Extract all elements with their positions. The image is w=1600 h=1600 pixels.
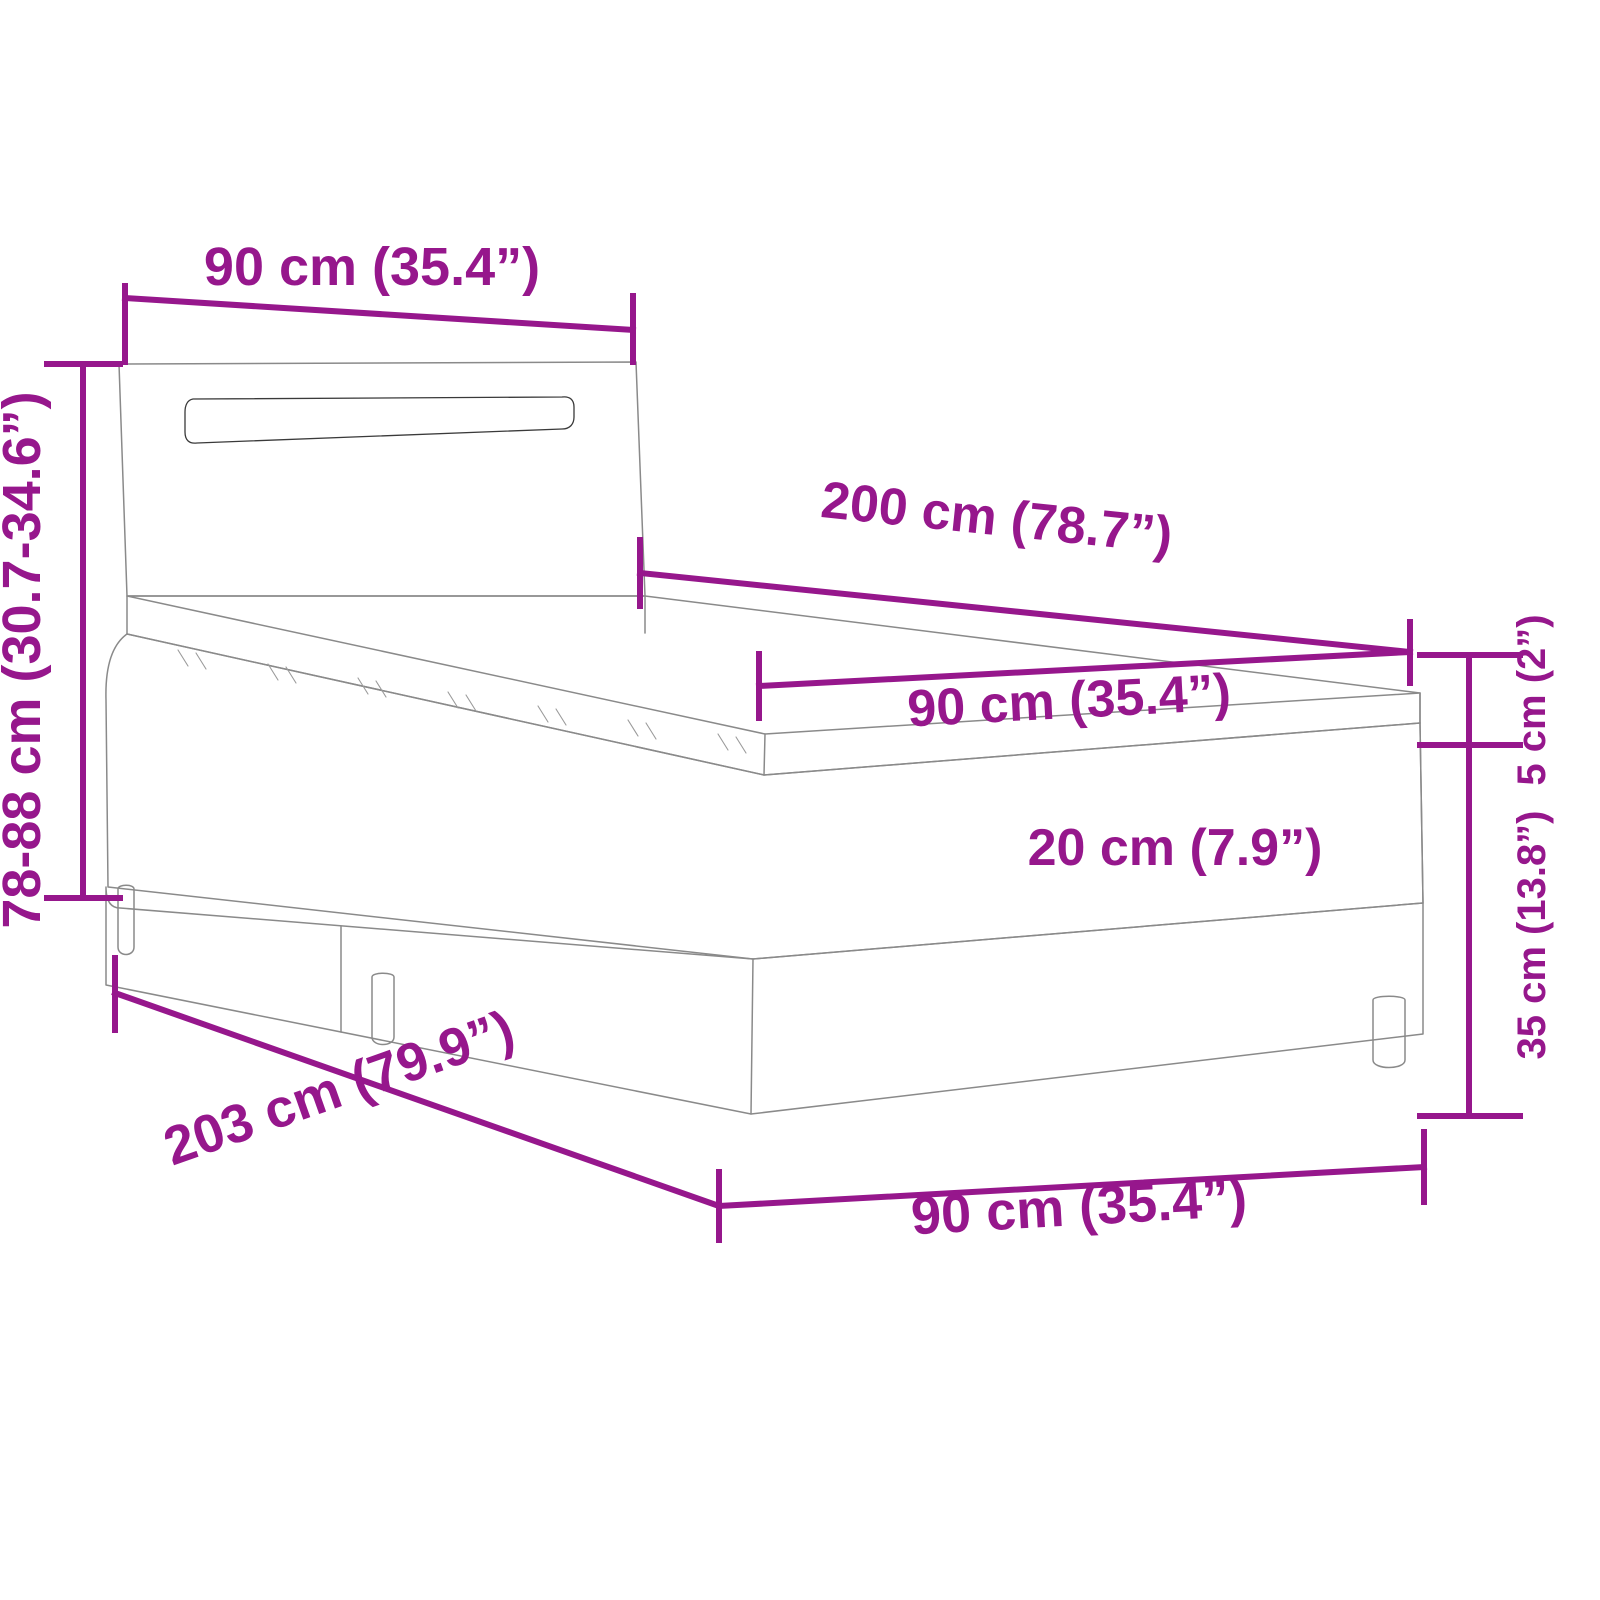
svg-text:78-88 cm (30.7-34.6”): 78-88 cm (30.7-34.6”) <box>0 391 52 928</box>
svg-text:5 cm (2”): 5 cm (2”) <box>1510 614 1554 785</box>
svg-text:90 cm (35.4”): 90 cm (35.4”) <box>204 237 540 297</box>
svg-text:20 cm (7.9”): 20 cm (7.9”) <box>1028 819 1323 877</box>
svg-text:35 cm (13.8”): 35 cm (13.8”) <box>1510 810 1554 1059</box>
